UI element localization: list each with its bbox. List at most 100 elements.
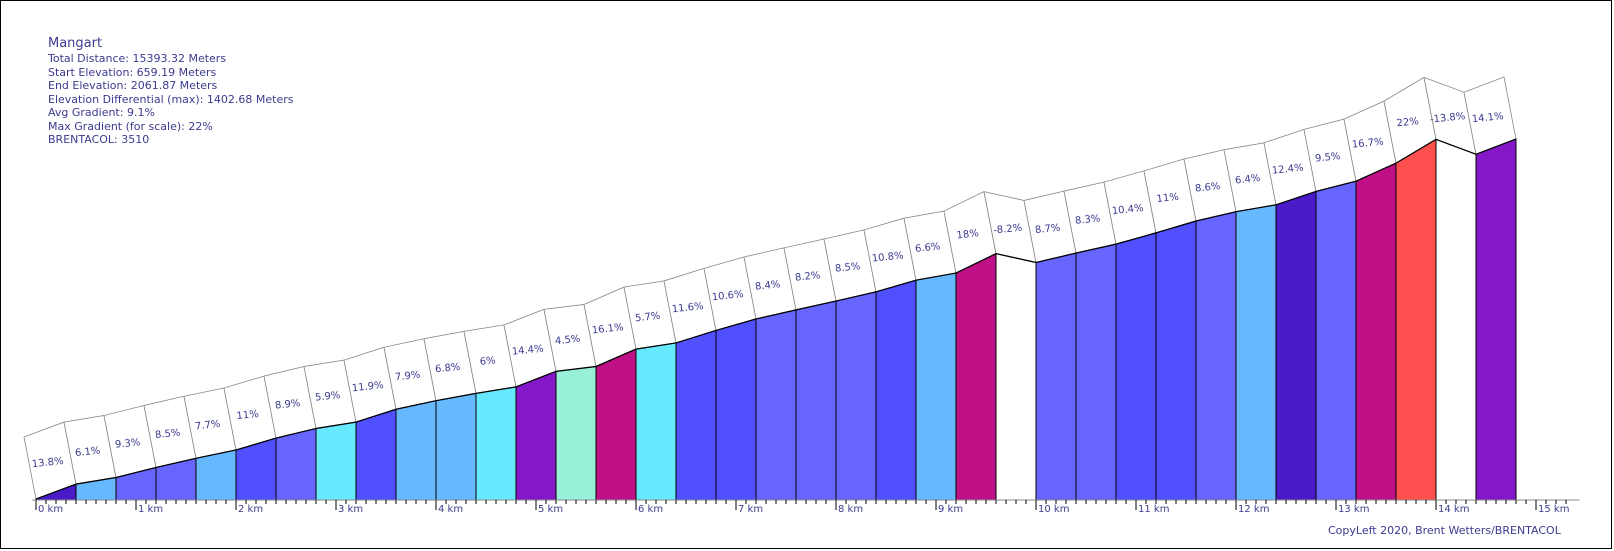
x-axis-tick-label: 1 km: [138, 504, 163, 515]
gradient-label: -13.8%: [1430, 111, 1466, 126]
gradient-label: 6.4%: [1235, 173, 1261, 187]
gradient-label: 18%: [956, 228, 979, 241]
gradient-label-band: 13.8% 6.1% 9.3% 8.5% 7.7% 11% 8.9% 5.9% 11.9% 7.9…: [23, 76, 1517, 500]
x-axis-tick-label: 11 km: [1138, 504, 1169, 515]
x-axis-tick-label: 3 km: [338, 504, 363, 515]
segment-bar: [315, 421, 357, 501]
max-gradient: Max Gradient (for scale): 22%: [48, 119, 213, 133]
gradient-label: 4.5%: [555, 334, 581, 348]
segment-bar: [715, 318, 757, 501]
gradient-label: 8.9%: [275, 398, 301, 412]
segment-bar: [755, 309, 797, 501]
segment-bar: [555, 365, 597, 501]
gradient-label: 12.4%: [1271, 162, 1304, 176]
gradient-label: 11%: [236, 409, 259, 422]
segment-bar: [1035, 252, 1077, 501]
segment-bar: [915, 272, 957, 501]
segment-bar: [1275, 190, 1317, 501]
gradient-label: 11%: [1156, 192, 1179, 205]
gradient-label: 10.8%: [871, 250, 904, 264]
segment-bar: [635, 342, 677, 501]
end-elevation: End Elevation: 2061.87 Meters: [48, 79, 218, 92]
total-distance: Total Distance: 15393.32 Meters: [48, 52, 227, 65]
elevation-line: [35, 138, 1517, 500]
gradient-label: 5.7%: [635, 311, 661, 325]
gradient-label: 14.1%: [1471, 111, 1504, 125]
segment-bar: [835, 291, 877, 501]
x-axis-tick-label: 7 km: [738, 504, 763, 515]
gradient-label: 11.9%: [351, 380, 384, 394]
gradient-label: 9.3%: [115, 437, 141, 451]
x-axis-tick-label: 5 km: [538, 504, 563, 515]
gradient-label: 8.6%: [1195, 181, 1221, 195]
x-axis-tick-label: 0 km: [38, 504, 63, 515]
gradient-label: 10.6%: [711, 289, 744, 303]
gradient-label: 8.3%: [1075, 213, 1101, 227]
start-elevation: Start Elevation: 659.19 Meters: [48, 65, 217, 79]
gradient-label: 8.4%: [755, 279, 781, 293]
elevation-differential: Elevation Differential (max): 1402.68 Me…: [48, 92, 294, 106]
gradient-label: 6.1%: [75, 446, 101, 460]
segment-bar: [795, 300, 837, 501]
segment-bar: [1115, 232, 1157, 501]
segment-bar: [675, 329, 717, 501]
segment-bar: [1435, 138, 1477, 501]
segment-bars: [35, 138, 1517, 501]
x-axis-tick-label: 12 km: [1238, 504, 1269, 515]
gradient-label: 8.5%: [835, 261, 861, 275]
gradient-label: 11.6%: [671, 301, 704, 315]
route-info: Mangart Total Distance: 15393.32 Meters …: [48, 36, 293, 147]
gradient-label: 13.8%: [31, 456, 64, 470]
x-axis-tick-label: 14 km: [1438, 504, 1469, 515]
segment-bar: [875, 279, 917, 501]
avg-gradient: Avg Gradient: 9.1%: [48, 106, 155, 119]
segment-bar: [275, 427, 317, 501]
gradient-label: 8.5%: [155, 428, 181, 442]
segment-bar: [395, 400, 437, 501]
gradient-label: 7.7%: [195, 419, 221, 433]
x-axis-tick-label: 8 km: [838, 504, 863, 515]
brentacol-score: BRENTACOL: 3510: [48, 133, 150, 146]
segment-bar: [1075, 243, 1117, 501]
segment-bar: [1195, 211, 1237, 501]
x-axis-tick-label: 15 km: [1538, 504, 1569, 515]
segment-bar: [1315, 180, 1357, 501]
segment-bar: [355, 408, 397, 501]
gradient-label: 7.9%: [395, 370, 421, 384]
x-axis-tick-labels: 0 km 1 km 2 km 3 km 4 km 5 km 6 km 7 km 8 km 9 km…: [38, 504, 1569, 515]
segment-bar: [1155, 220, 1197, 501]
x-axis-minor-ticks: [35, 500, 1567, 510]
segment-bar: [995, 253, 1037, 501]
route-title: Mangart: [48, 36, 103, 51]
gradient-label: 6.8%: [435, 362, 461, 376]
gradient-label: 8.7%: [1035, 222, 1061, 236]
x-axis-tick-label: 4 km: [438, 504, 463, 515]
gradient-label: 6%: [479, 355, 496, 368]
segment-bar: [515, 370, 557, 501]
segment-bar: [1395, 138, 1437, 501]
segment-bar: [955, 252, 997, 501]
x-axis-tick-label: 10 km: [1038, 504, 1069, 515]
x-axis-tick-label: 2 km: [238, 504, 263, 515]
x-axis-tick-label: 6 km: [638, 504, 663, 515]
gradient-label: 6.6%: [915, 241, 941, 255]
segment-bar: [1235, 204, 1277, 501]
copyright-text: CopyLeft 2020, Brent Wetters/BRENTACOL: [1328, 524, 1561, 537]
x-axis-tick-label: 9 km: [938, 504, 963, 515]
gradient-label: 9.5%: [1315, 151, 1341, 165]
gradient-label: 5.9%: [315, 390, 341, 404]
segment-bar: [475, 386, 517, 501]
gradient-label: 8.2%: [795, 270, 821, 284]
gradient-label: 22%: [1396, 116, 1419, 129]
gradient-label: -8.2%: [993, 223, 1023, 237]
gradient-label: 10.4%: [1111, 203, 1144, 217]
x-axis-tick-label: 13 km: [1338, 504, 1369, 515]
gradient-label: 14.4%: [511, 344, 544, 358]
segment-bar: [1355, 162, 1397, 501]
segment-bar: [595, 348, 637, 501]
segment-bar: [1475, 138, 1517, 501]
gradient-label: 16.1%: [591, 322, 624, 336]
gradient-label: 16.7%: [1351, 137, 1384, 151]
